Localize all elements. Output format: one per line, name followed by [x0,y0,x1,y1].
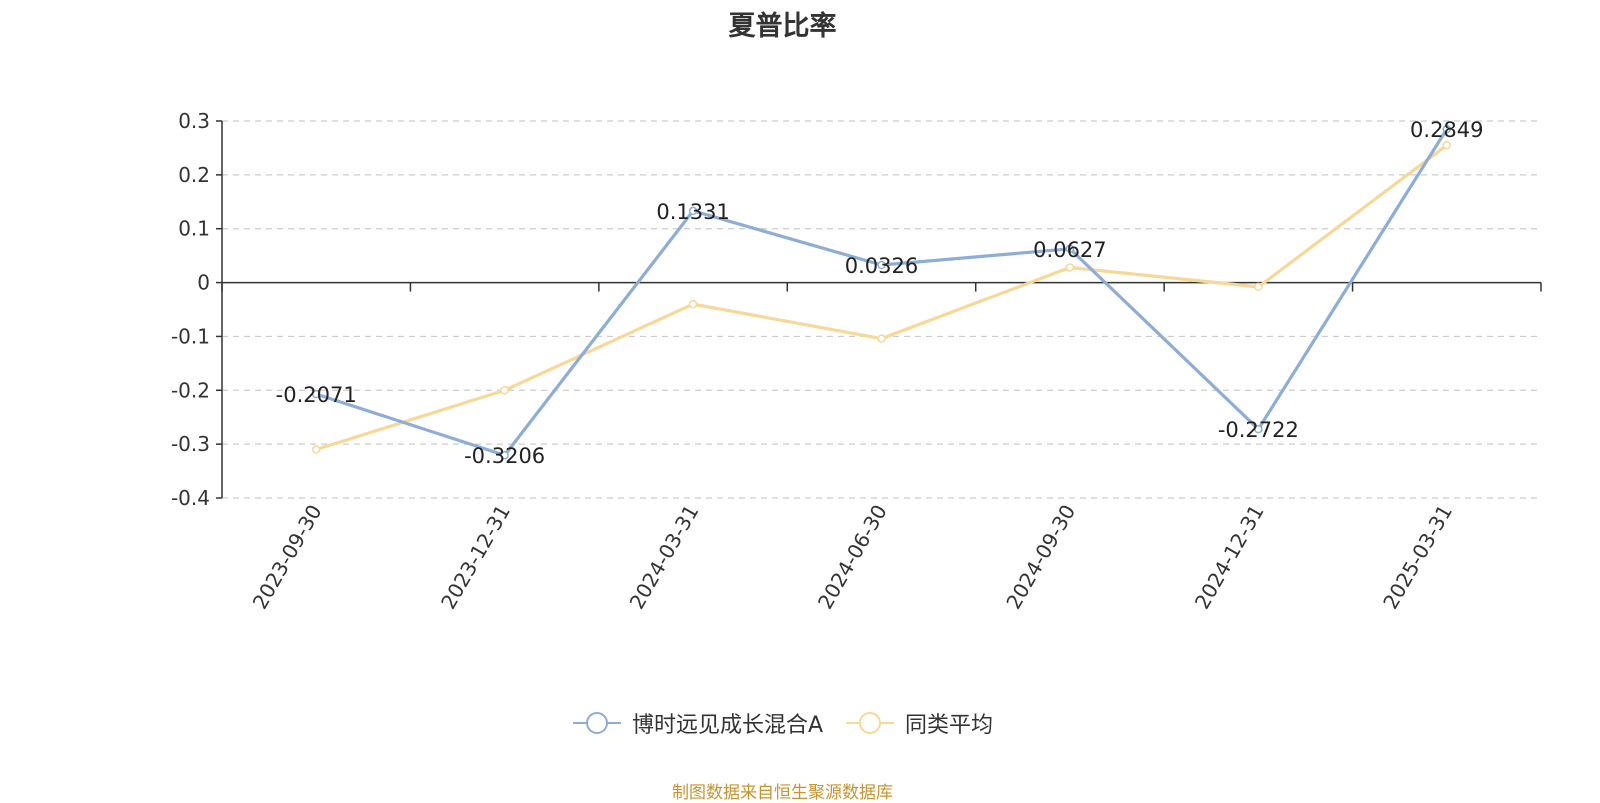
data-point-series-2[interactable] [311,445,321,454]
data-label: -0.2722 [1218,418,1299,442]
legend-swatch-series-2 [846,712,895,734]
legend: 博时远见成长混合A 同类平均 [0,707,1565,739]
x-tick-label: 2025-03-31 [1378,501,1457,614]
legend-label-series-2: 同类平均 [905,713,994,738]
data-point-series-1[interactable] [1065,244,1075,254]
series-line-2 [315,143,1448,452]
x-tick-label: 2024-03-31 [624,501,703,614]
y-tick-label: -0.4 [171,486,210,510]
series-line-1 [315,128,1449,457]
grid-lines [222,120,1541,499]
data-point-series-1[interactable] [688,206,698,216]
data-point-series-2[interactable] [1065,263,1075,272]
x-tick-label: 2024-09-30 [1001,501,1080,614]
x-tick-label: 2024-12-31 [1190,501,1269,614]
data-point-series-2[interactable] [500,386,509,395]
data-point-series-1[interactable] [500,450,509,460]
data-labels: -0.2071 -0.3206 0.1331 0.0326 0.0627 -0.2722 0… [276,118,1484,468]
series-layer [311,124,1452,460]
y-tick-label: 0.1 [178,217,210,241]
data-point-series-2[interactable] [877,334,886,343]
y-tick-label: -0.1 [171,324,210,348]
x-tick-label: 2023-09-30 [248,501,327,614]
legend-label-series-1: 博时远见成长混合A [631,713,824,738]
data-point-series-1[interactable] [1442,124,1452,134]
data-point-series-1[interactable] [877,260,886,270]
data-point-series-2[interactable] [1254,282,1263,292]
chart-title: 夏普比率 [728,11,837,42]
source-note: 制图数据来自恒生聚源数据库 [672,783,893,803]
y-tick-label: 0 [197,271,210,295]
data-label: 0.2849 [1410,118,1483,142]
data-label: 0.1331 [656,200,729,224]
data-point-series-2[interactable] [1442,140,1452,150]
x-tick-label: 2023-12-31 [436,500,515,613]
y-tick-label: 0.2 [178,163,210,187]
y-tick-label: -0.2 [171,378,210,402]
legend-swatch-series-1 [572,712,621,734]
data-label: 0.0627 [1033,238,1106,262]
legend-item-series-2[interactable]: 同类平均 [845,707,993,739]
data-point-series-1[interactable] [311,389,321,399]
y-tick-label: -0.3 [171,432,210,456]
y-tick-label: 0.3 [178,109,210,133]
data-point-series-1[interactable] [1254,424,1263,434]
data-label: -0.3206 [464,444,545,468]
data-label: 0.0326 [845,254,918,278]
axes: 0.3 0.2 0.1 0 -0.1 -0.2 -0.3 -0.4 2023-09-30 2023… [171,109,1542,614]
data-label: -0.2071 [276,383,357,407]
legend-item-series-1[interactable]: 博时远见成长混合A [572,707,823,739]
x-tick-label: 2024-06-30 [813,501,892,614]
data-point-series-2[interactable] [688,299,698,309]
